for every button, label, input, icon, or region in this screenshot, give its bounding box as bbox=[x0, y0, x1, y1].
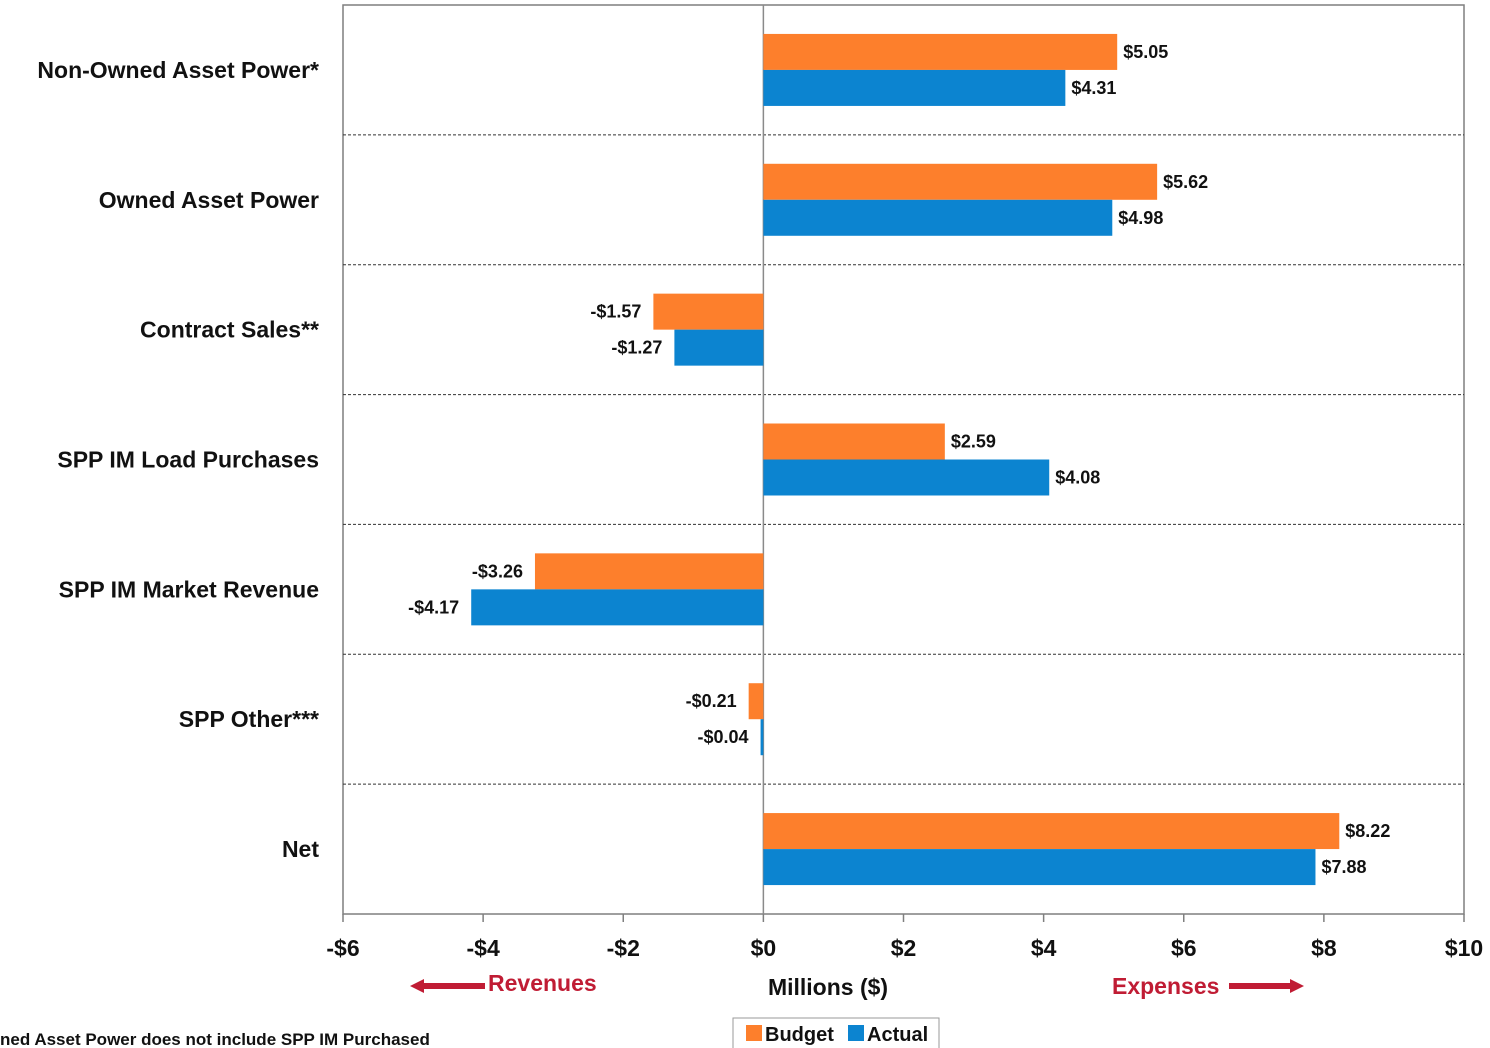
category-label: Contract Sales** bbox=[140, 317, 319, 343]
data-label-budget: $2.59 bbox=[951, 432, 996, 452]
category-label: SPP IM Market Revenue bbox=[59, 576, 319, 602]
revenues-indicator: Revenues bbox=[410, 970, 597, 996]
x-tick-label: $4 bbox=[1031, 935, 1057, 961]
x-axis: -$6 -$4 -$2 $0 $2 $4 $6 $8 $10 bbox=[326, 914, 1483, 961]
x-tick-label: -$2 bbox=[607, 935, 640, 961]
bar-budget bbox=[653, 293, 764, 330]
category-label: Net bbox=[282, 836, 319, 862]
bar-actual bbox=[763, 849, 1316, 886]
expenses-label: Expenses bbox=[1112, 973, 1219, 999]
x-tick-label: -$6 bbox=[326, 935, 359, 961]
legend-label-budget: Budget bbox=[765, 1024, 834, 1046]
legend-label-actual: Actual bbox=[867, 1024, 928, 1046]
data-label-actual: $4.98 bbox=[1118, 208, 1163, 228]
category-label: Non-Owned Asset Power* bbox=[37, 57, 319, 83]
bar-budget bbox=[748, 683, 764, 720]
category-label: SPP IM Load Purchases bbox=[57, 447, 319, 473]
data-labels: $5.05 $4.31 $5.62$4.98 -$1.57 -$1.27 $2.59 $4.… bbox=[408, 42, 1390, 877]
bar-actual bbox=[763, 199, 1113, 236]
data-label-actual: $7.88 bbox=[1321, 857, 1366, 877]
data-label-budget: $5.05 bbox=[1123, 42, 1168, 62]
revenues-label: Revenues bbox=[488, 970, 597, 996]
bar-budget bbox=[763, 33, 1118, 70]
data-label-budget: $8.22 bbox=[1345, 821, 1390, 841]
expenses-indicator: Expenses bbox=[1112, 973, 1304, 999]
x-tick-label: $8 bbox=[1311, 935, 1337, 961]
data-label-actual: $4.31 bbox=[1071, 78, 1116, 98]
category-separators bbox=[343, 134, 1464, 785]
legend: Budget Actual bbox=[732, 1017, 940, 1048]
category-label: Owned Asset Power bbox=[99, 187, 319, 213]
bar-actual bbox=[471, 589, 764, 626]
x-tick-label: $6 bbox=[1171, 935, 1197, 961]
data-label-budget: $5.62 bbox=[1163, 172, 1208, 192]
bar-budget bbox=[763, 163, 1158, 200]
bars bbox=[471, 33, 1340, 886]
legend-swatch-budget bbox=[746, 1025, 762, 1041]
data-label-budget: -$1.57 bbox=[590, 302, 641, 322]
bar-actual bbox=[760, 719, 764, 756]
x-tick-label: $0 bbox=[751, 935, 777, 961]
bar-budget bbox=[763, 423, 945, 460]
data-label-budget: -$0.21 bbox=[686, 691, 737, 711]
x-tick-label: -$4 bbox=[467, 935, 500, 961]
right-arrow-icon bbox=[1229, 979, 1304, 993]
bar-actual bbox=[763, 459, 1050, 496]
bar-actual bbox=[674, 329, 764, 366]
footnote: ned Asset Power does not include SPP IM … bbox=[0, 1030, 430, 1048]
left-arrow-icon bbox=[410, 979, 485, 993]
legend-frame bbox=[732, 1017, 940, 1048]
bar-budget bbox=[763, 813, 1340, 850]
data-label-actual: -$0.04 bbox=[698, 727, 749, 747]
data-label-actual: -$4.17 bbox=[408, 597, 459, 617]
bar-actual bbox=[763, 69, 1066, 106]
x-tick-label: $10 bbox=[1445, 935, 1483, 961]
bar-budget bbox=[534, 553, 764, 590]
data-label-budget: -$3.26 bbox=[472, 561, 523, 581]
x-tick-label: $2 bbox=[891, 935, 917, 961]
data-label-actual: $4.08 bbox=[1055, 468, 1100, 488]
category-label: SPP Other*** bbox=[179, 706, 319, 732]
x-axis-title: Millions ($) bbox=[768, 974, 888, 1000]
legend-swatch-actual bbox=[848, 1025, 864, 1041]
category-labels: Non-Owned Asset Power* Owned Asset Power C… bbox=[37, 57, 319, 862]
data-label-actual: -$1.27 bbox=[611, 338, 662, 358]
